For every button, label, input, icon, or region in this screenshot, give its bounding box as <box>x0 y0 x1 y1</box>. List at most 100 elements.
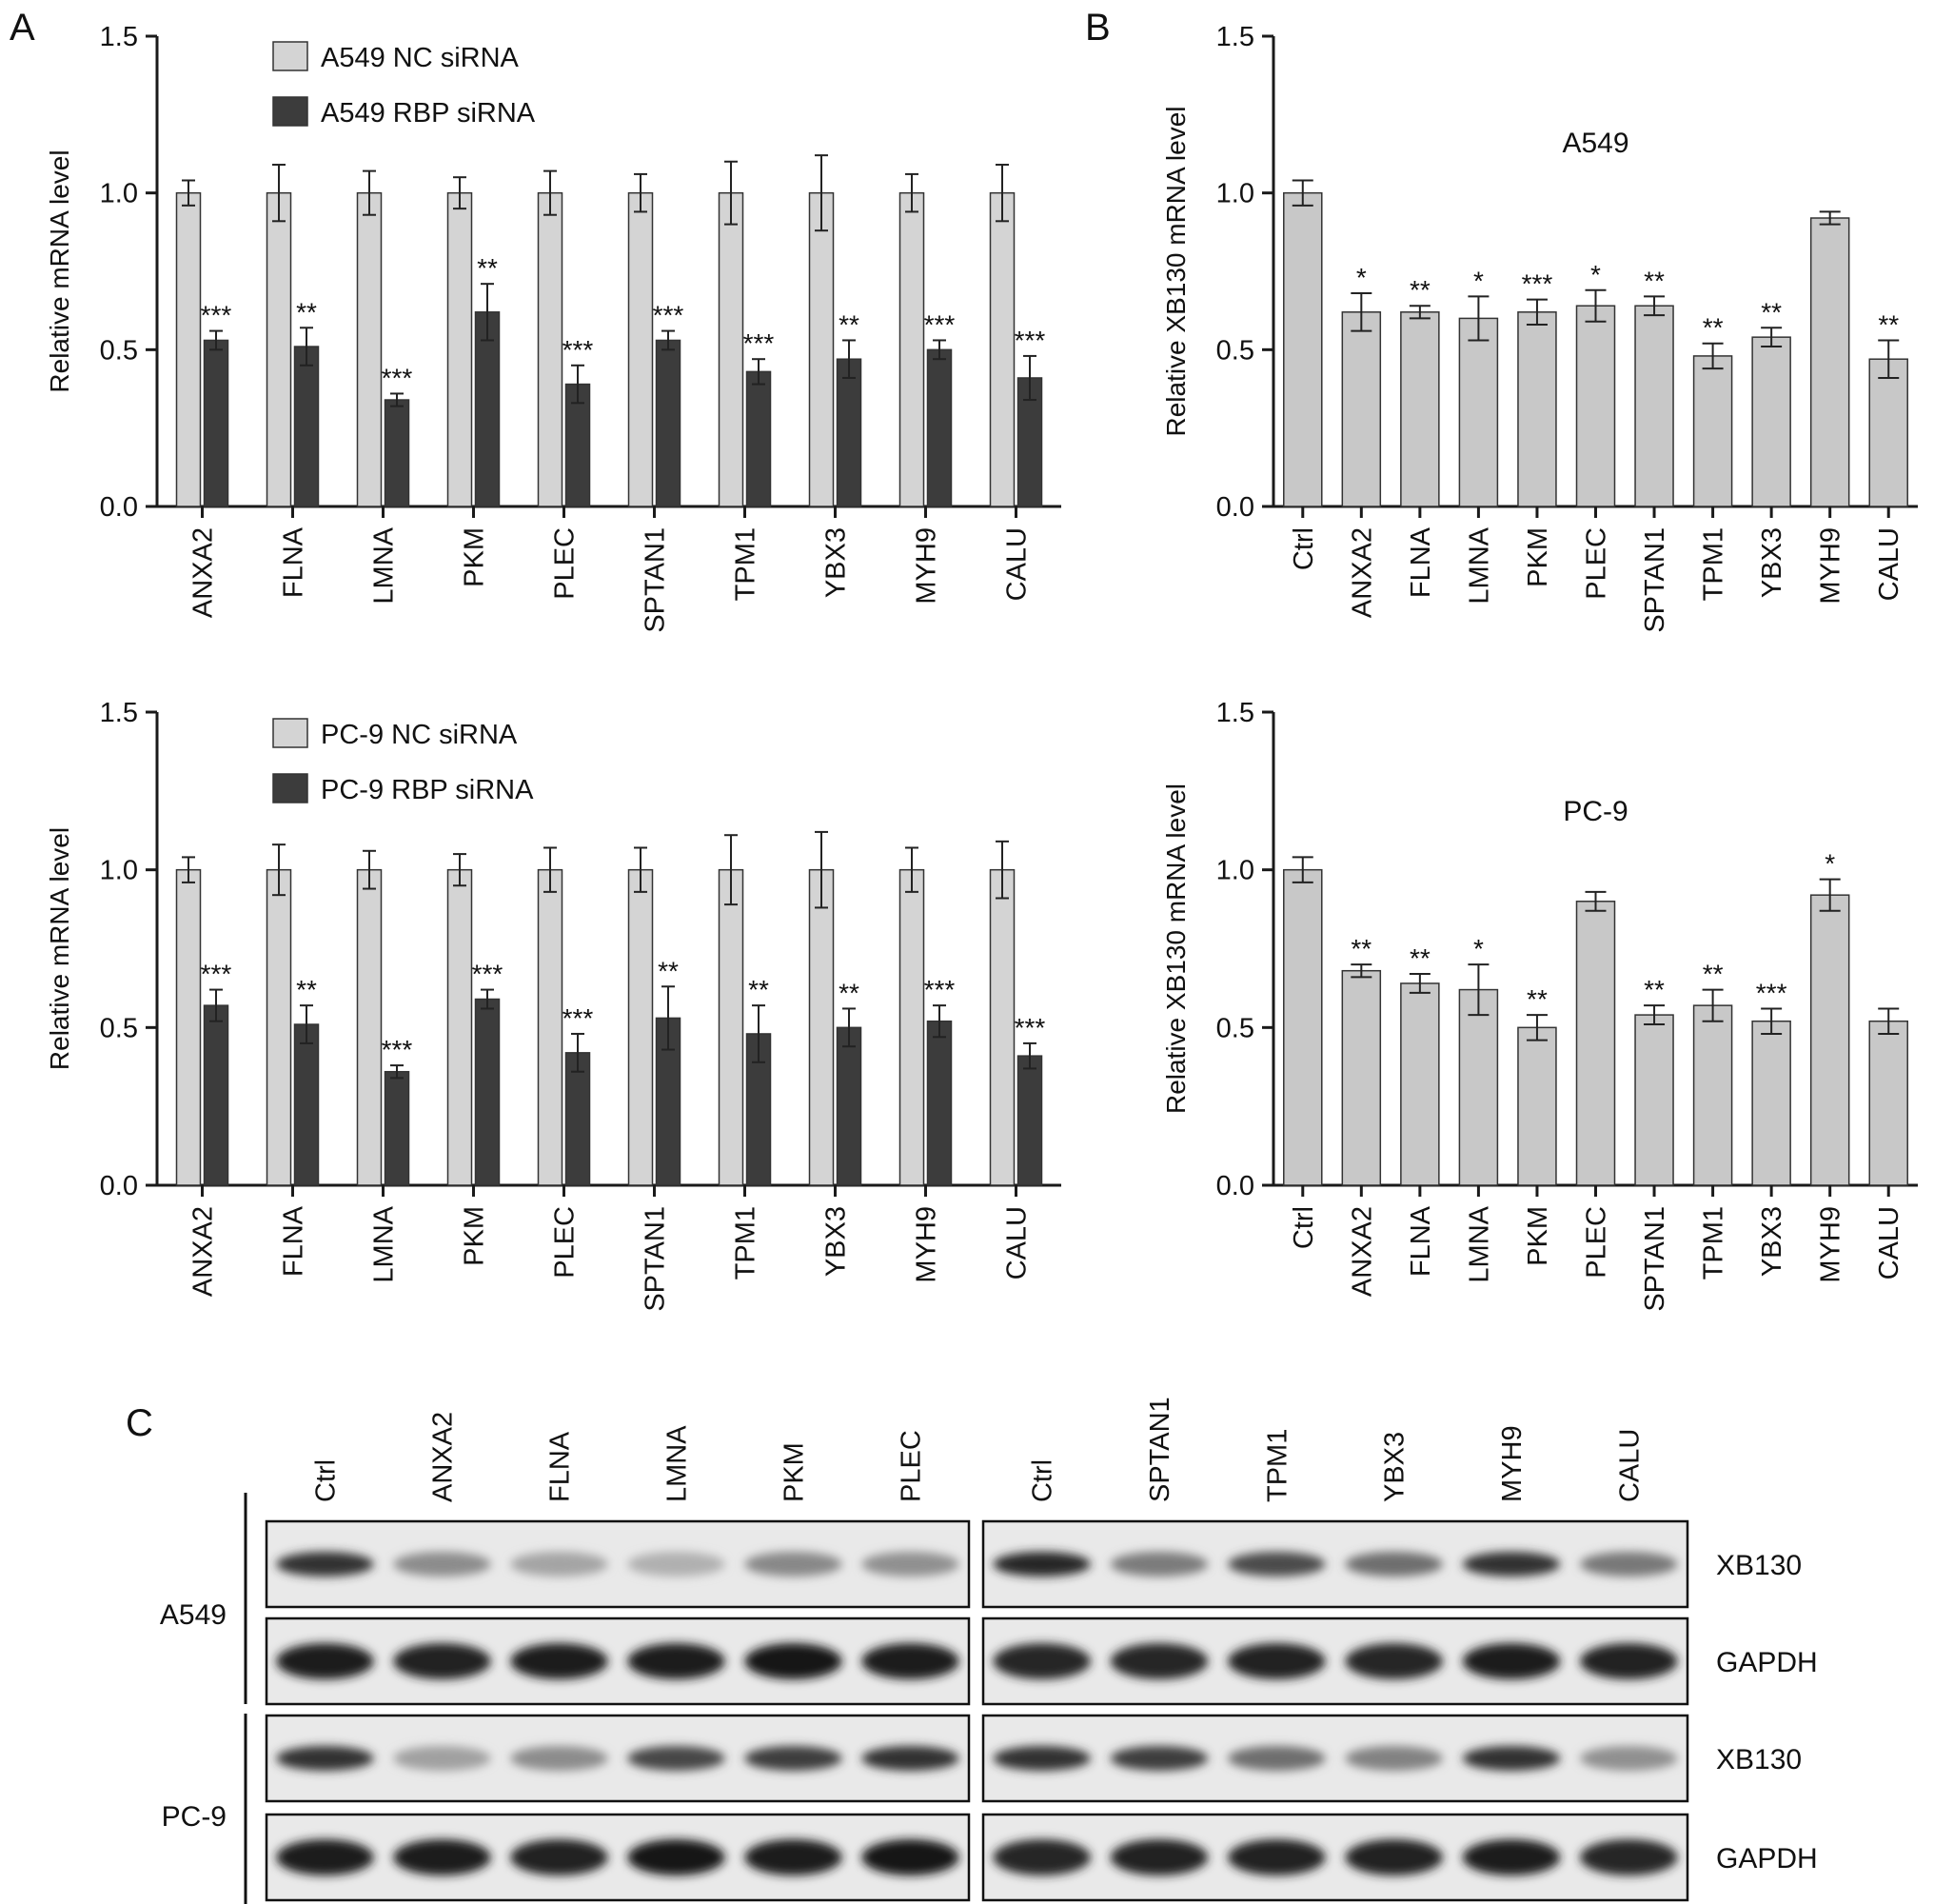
bar <box>446 191 473 507</box>
x-tick-label: FLNA <box>279 526 309 598</box>
protein-band <box>627 1839 725 1875</box>
protein-band <box>861 1746 959 1771</box>
y-tick-label: 1.0 <box>1216 856 1254 886</box>
lane-label: LMNA <box>662 1425 693 1502</box>
blot-box <box>265 1616 971 1706</box>
protein-band <box>510 1746 608 1771</box>
significance-label: ** <box>477 253 498 283</box>
x-tick-label: FLNA <box>1406 526 1436 598</box>
protein-band <box>1110 1552 1209 1577</box>
significance-label: * <box>1590 260 1601 289</box>
y-tick-label: 1.5 <box>1216 22 1254 52</box>
lane-label: FLNA <box>545 1431 576 1502</box>
lane-label: PLEC <box>897 1430 927 1502</box>
significance-label: *** <box>382 1035 413 1064</box>
blot-row-label: XB130 <box>1716 1550 1802 1581</box>
significance-label: ** <box>839 978 859 1007</box>
bar <box>1868 1020 1908 1186</box>
bar <box>1751 336 1791 507</box>
blot-box <box>981 1616 1689 1706</box>
significance-label: ** <box>296 975 317 1004</box>
bar <box>898 191 925 507</box>
significance-label: ** <box>658 956 679 985</box>
significance-label: ** <box>839 309 859 339</box>
chart-title: A549 <box>1562 128 1628 159</box>
significance-label: *** <box>562 1003 594 1033</box>
bar <box>1517 1026 1557 1186</box>
y-tick-label: 0.0 <box>100 1171 138 1201</box>
bar <box>1809 894 1850 1186</box>
bar <box>1575 901 1616 1186</box>
blot-box <box>265 1813 971 1902</box>
significance-label: ** <box>1410 275 1431 305</box>
blot-row-label: GAPDH <box>1716 1843 1818 1874</box>
blot-box <box>265 1519 971 1609</box>
bar <box>1575 305 1616 507</box>
lane-label: YBX3 <box>1380 1432 1411 1502</box>
significance-label: ** <box>296 297 317 327</box>
bar <box>1692 1004 1733 1186</box>
bar <box>1634 1014 1674 1186</box>
legend-swatch <box>272 96 308 127</box>
significance-label: *** <box>924 975 956 1004</box>
x-tick-label: YBX3 <box>821 527 852 598</box>
chart-xb130-pc9: 0.0 0.5 1.0 1.5 Relative XB130 mRNA level PC-… <box>1161 698 1918 1312</box>
y-tick-label: 1.0 <box>100 179 138 209</box>
blot-box <box>981 1813 1689 1902</box>
lane-label: Ctrl <box>1028 1459 1058 1502</box>
bar <box>718 868 744 1186</box>
blot-row-label: XB130 <box>1716 1744 1802 1775</box>
x-tick-label: TPM1 <box>1699 1206 1729 1279</box>
blot-box <box>265 1714 971 1803</box>
x-tick-label: PKM <box>460 1206 490 1266</box>
protein-band <box>1228 1746 1326 1771</box>
y-tick-label: 0.5 <box>1216 1013 1254 1043</box>
protein-band <box>861 1839 959 1875</box>
significance-label: *** <box>1756 978 1787 1007</box>
x-tick-label: FLNA <box>279 1205 309 1277</box>
significance-label: * <box>1356 263 1367 292</box>
x-tick-label: FLNA <box>1406 1205 1436 1277</box>
protein-band <box>744 1552 842 1577</box>
bar <box>474 998 501 1186</box>
bar <box>384 1070 410 1186</box>
bar <box>356 191 383 507</box>
x-tick-label: ANXA2 <box>188 527 219 618</box>
bar <box>1458 317 1499 507</box>
lane-label: Ctrl <box>311 1459 342 1502</box>
y-tick-label: 1.5 <box>100 22 138 52</box>
x-tick-label: LMNA <box>1464 526 1494 604</box>
significance-label: * <box>1825 849 1835 879</box>
protein-band <box>993 1839 1091 1875</box>
significance-label: * <box>1473 266 1484 295</box>
y-tick-label: 0.5 <box>100 1013 138 1043</box>
protein-band <box>861 1643 959 1679</box>
bar <box>655 1017 681 1186</box>
bar <box>655 339 681 507</box>
y-tick-label: 0.5 <box>1216 335 1254 366</box>
protein-band <box>276 1552 374 1577</box>
y-axis-label: Relative XB130 mRNA level <box>1161 106 1191 436</box>
chart-xb130-a549: 0.0 0.5 1.0 1.5 Relative XB130 mRNA level A54… <box>1161 22 1918 633</box>
protein-band <box>1580 1746 1678 1771</box>
x-tick-label: YBX3 <box>1757 1206 1787 1277</box>
bar <box>203 339 229 507</box>
lane-label: ANXA2 <box>428 1412 459 1502</box>
panel-letter-b: B <box>1085 7 1111 49</box>
x-tick-label: CALU <box>1874 1206 1904 1279</box>
x-tick-label: ANXA2 <box>1347 1206 1377 1297</box>
bar <box>1751 1020 1791 1186</box>
bar <box>718 191 744 507</box>
protein-band <box>861 1552 959 1577</box>
x-tick-label: PKM <box>1523 1206 1553 1266</box>
significance-label: ** <box>1527 984 1548 1014</box>
x-tick-label: CALU <box>1002 527 1033 601</box>
x-tick-label: PLEC <box>1582 1206 1612 1279</box>
bar <box>1868 358 1908 507</box>
bar <box>356 868 383 1186</box>
protein-band <box>993 1643 1091 1679</box>
x-tick-label: CALU <box>1002 1206 1033 1279</box>
significance-label: *** <box>653 301 684 330</box>
